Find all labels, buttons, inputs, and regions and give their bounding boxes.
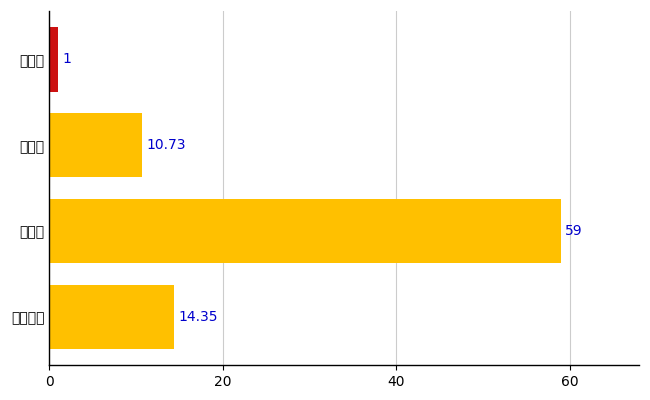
Text: 1: 1 [62,52,72,66]
Text: 10.73: 10.73 [147,138,187,152]
Text: 14.35: 14.35 [178,310,218,324]
Text: 59: 59 [566,224,583,238]
Bar [49,285,174,349]
Bar [49,199,561,263]
Bar [49,113,142,178]
Bar [49,27,58,92]
